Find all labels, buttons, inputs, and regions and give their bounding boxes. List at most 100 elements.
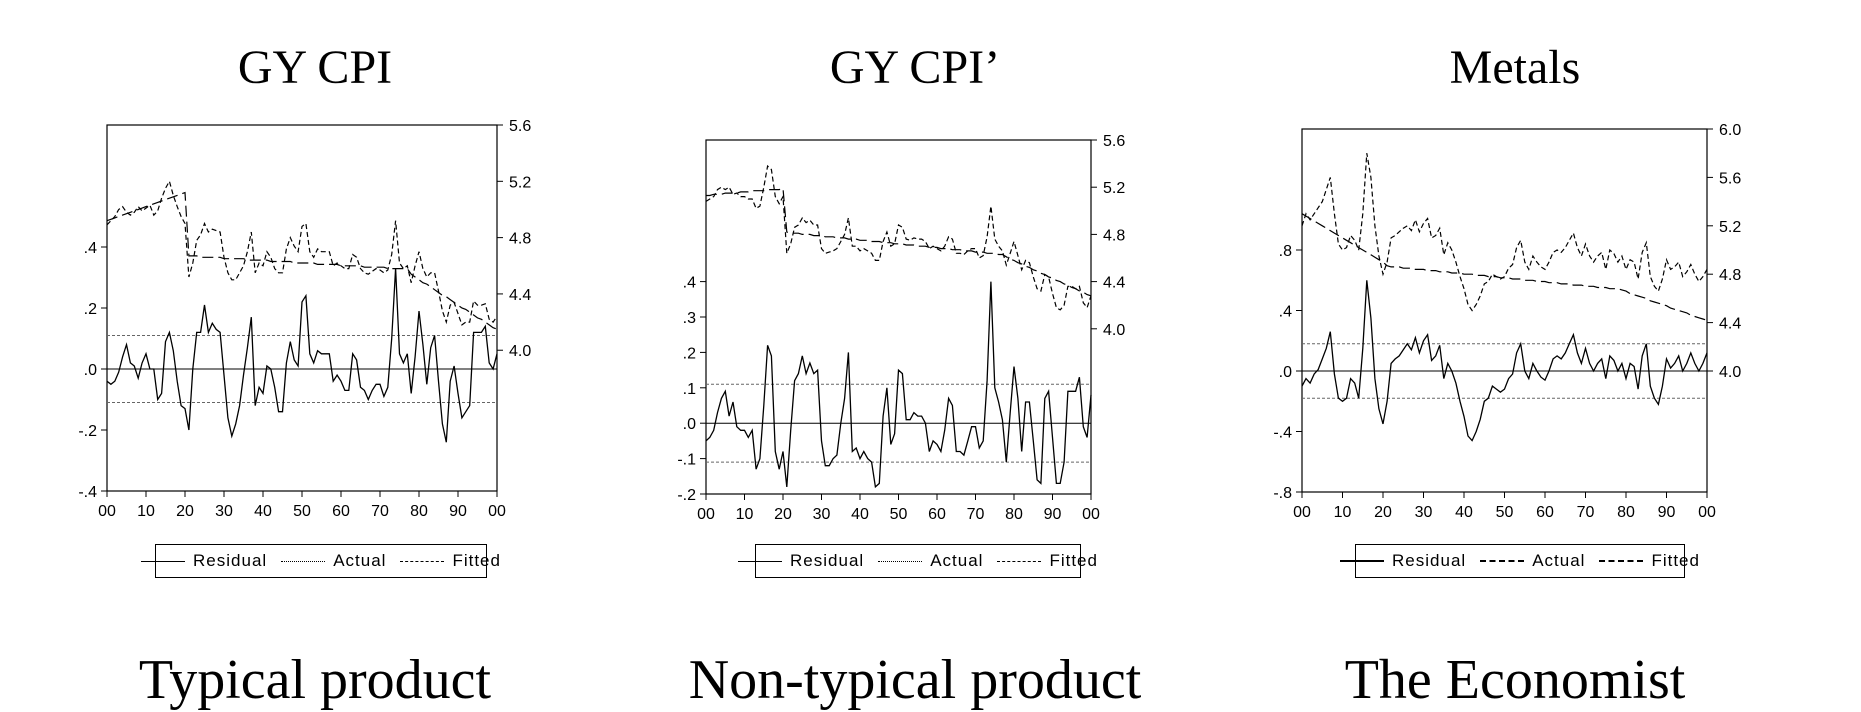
legend-item-actual: Actual	[878, 551, 983, 571]
legend-label: Fitted	[452, 551, 501, 570]
legend-label: Residual	[193, 551, 268, 570]
x-axis-tick-label: 90	[449, 503, 467, 520]
right-axis-tick-label: 4.4	[1103, 275, 1125, 292]
x-axis-tick-label: 00	[488, 503, 506, 520]
x-axis-tick-label: 90	[1044, 506, 1062, 523]
series-fitted-line	[106, 191, 498, 330]
right-axis-tick-label: 5.6	[1103, 133, 1125, 150]
plot-frame	[1301, 128, 1708, 493]
legend-label: Actual	[930, 551, 984, 570]
series-actual-line	[1301, 153, 1708, 312]
x-axis-tick-label: 70	[1577, 504, 1595, 521]
left-axis-tick-label: .0	[683, 416, 696, 433]
x-axis-tick-label: 00	[1082, 506, 1100, 523]
legend-label: Actual	[1532, 551, 1586, 570]
chart-legend: Residual Actual Fitted	[1340, 544, 1699, 578]
left-axis-tick-label: -.4	[1273, 425, 1292, 442]
x-axis-tick-label: 10	[1334, 504, 1352, 521]
legend-item-fitted: Fitted	[1599, 551, 1700, 571]
legend-item-residual: Residual	[738, 551, 864, 571]
chart-panel-2: GY CPI’ .4 .3 .2 .1 .0 -.1 -.2 5.6 5.2 4.8 4.4 4.0 0…	[625, 0, 1205, 711]
chart-panel-3: Metals .8 .4 .0 -.4 -.8 6.0 5.6 5.2 4.8 4.4 4.0 00 1…	[1225, 0, 1805, 711]
legend-swatch-dotted	[281, 560, 326, 562]
chart-plot-2: .4 .3 .2 .1 .0 -.1 -.2 5.6 5.2 4.8 4.4 4.0 00 10 20 30 4…	[677, 133, 1125, 523]
left-axis-tick-label: -.8	[1273, 485, 1292, 502]
left-axis-tick-label: .4	[1279, 304, 1292, 321]
x-axis-tick-label: 50	[293, 503, 311, 520]
chart-title: GY CPI’	[829, 41, 1001, 94]
left-axis-tick-label: .4	[683, 275, 696, 292]
left-axis-tick-label: -.4	[78, 484, 97, 501]
x-axis-tick-label: 90	[1658, 504, 1676, 521]
chart-caption: The Economist	[1344, 649, 1686, 711]
legend-item-fitted: Fitted	[997, 551, 1098, 571]
right-axis-tick-label: 4.4	[1719, 316, 1741, 333]
x-axis-tick-label: 40	[851, 506, 869, 523]
left-axis-tick-label: .2	[683, 345, 696, 362]
chart-panel-1: GY CPI .4 .2 .0 -.2 -.4 5.6 5.2 4.8 4.4 4.0 00 10 20…	[25, 0, 605, 711]
chart-caption: Non-typical product	[688, 649, 1142, 711]
right-axis-tick-label: 4.0	[509, 343, 531, 360]
left-axis-tick-label: -.1	[677, 452, 696, 469]
legend-label: Fitted	[1651, 551, 1700, 570]
legend-swatch-dotted	[878, 560, 923, 562]
x-axis-tick-label: 60	[332, 503, 350, 520]
x-axis-tick-label: 30	[813, 506, 831, 523]
chart-caption: Typical product	[138, 649, 492, 711]
x-axis-tick-label: 70	[967, 506, 985, 523]
x-axis-tick-label: 00	[697, 506, 715, 523]
right-axis-tick-label: 4.8	[1719, 267, 1741, 284]
series-actual-line	[106, 179, 498, 326]
left-axis-tick-label: .3	[683, 310, 696, 327]
left-axis-tick-label: -.2	[677, 487, 696, 504]
series-actual-line	[705, 164, 1092, 311]
legend-label: Actual	[333, 551, 387, 570]
legend-label: Fitted	[1049, 551, 1098, 570]
right-axis-tick-label: 5.2	[1103, 180, 1125, 197]
legend-swatch-dashed	[400, 560, 445, 562]
right-axis-tick-label: 5.2	[509, 174, 531, 191]
legend-swatch-solid	[738, 560, 783, 562]
left-axis-tick-label: .2	[84, 301, 97, 318]
chart-legend: Residual Actual Fitted	[141, 544, 500, 578]
right-axis-tick-label: 4.8	[509, 231, 531, 248]
x-axis-tick-label: 10	[736, 506, 754, 523]
legend-swatch-solid	[141, 560, 186, 562]
x-axis-tick-label: 20	[774, 506, 792, 523]
right-axis-tick-label: 4.0	[1719, 364, 1741, 381]
x-axis-tick-label: 10	[137, 503, 155, 520]
legend-label: Residual	[790, 551, 865, 570]
chart-title: GY CPI	[237, 41, 393, 94]
x-axis-tick-label: 30	[1415, 504, 1433, 521]
series-fitted-line	[1301, 213, 1708, 321]
x-axis-tick-label: 00	[98, 503, 116, 520]
right-axis-tick-label: 5.6	[509, 118, 531, 135]
legend-swatch-dashed	[1599, 560, 1644, 562]
x-axis-tick-label: 20	[176, 503, 194, 520]
legend-swatch-solid	[1340, 560, 1385, 562]
legend-item-residual: Residual	[141, 551, 267, 571]
series-residual-line	[705, 281, 1092, 489]
chart-plot-3: .8 .4 .0 -.4 -.8 6.0 5.6 5.2 4.8 4.4 4.0 00 10 20 30 40…	[1273, 122, 1741, 521]
chart-legend: Residual Actual Fitted	[738, 544, 1097, 578]
right-axis-tick-label: 5.6	[1719, 170, 1741, 187]
left-axis-tick-label: .1	[683, 381, 696, 398]
right-axis-tick-label: 5.2	[1719, 219, 1741, 236]
legend-item-actual: Actual	[281, 551, 386, 571]
chart-title: Metals	[1449, 41, 1581, 94]
x-axis-tick-label: 40	[1455, 504, 1473, 521]
x-axis-tick-label: 80	[1617, 504, 1635, 521]
series-residual-line	[1301, 280, 1708, 442]
left-axis-tick-label: .8	[1279, 243, 1292, 260]
chart-plot-1: .4 .2 .0 -.2 -.4 5.6 5.2 4.8 4.4 4.0 00 10 20 30 40 50 6…	[78, 118, 531, 520]
x-axis-tick-label: 80	[1005, 506, 1023, 523]
left-axis-tick-label: -.2	[78, 423, 97, 440]
x-axis-tick-label: 50	[1496, 504, 1514, 521]
legend-item-fitted: Fitted	[400, 551, 501, 571]
legend-item-residual: Residual	[1340, 551, 1466, 571]
left-axis-tick-label: .0	[1279, 364, 1292, 381]
x-axis-tick-label: 00	[1293, 504, 1311, 521]
series-fitted-line	[706, 187, 1092, 297]
right-axis-tick-label: 4.0	[1103, 322, 1125, 339]
right-axis-tick-label: 6.0	[1719, 122, 1741, 139]
